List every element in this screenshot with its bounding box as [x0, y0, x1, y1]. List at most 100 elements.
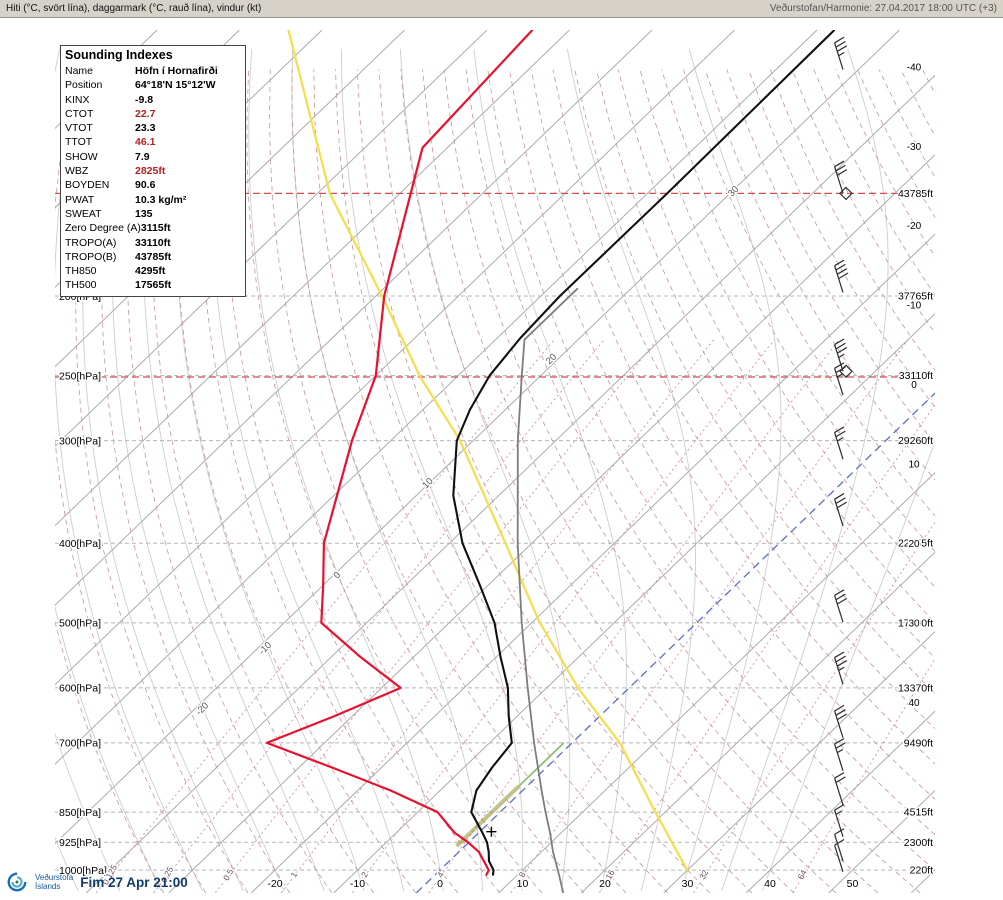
index-value: 135: [135, 207, 153, 220]
header-bar: Hiti (°C, svört lína), daggarmark (°C, r…: [0, 0, 1003, 18]
mixing-ratio-label: 1: [288, 870, 299, 879]
header-legend-label: Hiti (°C, svört lína), daggarmark (°C, r…: [6, 3, 262, 14]
index-label: Zero Degree (A): [65, 222, 141, 235]
index-label: PWAT: [65, 193, 95, 206]
temperature-axis-label: 30: [682, 878, 694, 890]
pressure-label: 300[hPa]: [59, 435, 101, 447]
altitude-label: 17790ft: [898, 617, 933, 629]
index-value: 3115ft: [140, 222, 171, 235]
moist-adiabats: [55, 48, 935, 892]
index-label: TH500: [65, 279, 97, 292]
index-row: TROPO(A) 33110ft: [65, 236, 241, 250]
isotherm-right-label: 0: [911, 380, 917, 391]
index-value: 90.6: [135, 179, 156, 192]
index-value: 22.7: [135, 107, 156, 120]
pressure-label: 400[hPa]: [59, 538, 101, 550]
isotherm-right-label: -10: [907, 301, 922, 312]
index-value: 7.9: [135, 150, 150, 163]
pressure-label: 250[hPa]: [59, 370, 101, 382]
isotherm-right-label: 30: [908, 619, 920, 630]
index-label: KINX: [65, 93, 90, 106]
plot-lines: [55, 30, 935, 893]
isotherm-right-label: -20: [907, 221, 922, 232]
moist-adiabat-label: -10: [257, 640, 274, 657]
index-row: VTOT 23.3: [65, 121, 241, 135]
pressure-label: 925[hPa]: [59, 837, 101, 849]
index-label: VTOT: [65, 122, 93, 135]
index-label: BOYDEN: [65, 179, 110, 192]
isotherm-right-label: 20: [908, 539, 920, 550]
freezing-band-thin: [518, 742, 565, 787]
temperature-axis-label: 40: [764, 878, 776, 890]
freezing-band-thick: [455, 784, 521, 848]
index-value: 2825ft: [135, 165, 166, 178]
axis-labels: 200[hPa]250[hPa]300[hPa]400[hPa]500[hPa]…: [58, 61, 935, 892]
index-value: 17565ft: [135, 279, 172, 292]
index-label: WBZ: [65, 165, 89, 178]
standard-atmosphere-line: [516, 287, 579, 893]
header-model-run-label: Veðurstofan/Harmonie: 27.04.2017 18:00 U…: [769, 3, 997, 14]
pressure-label: 700[hPa]: [59, 738, 101, 750]
index-row: WBZ 2825ft: [65, 164, 241, 178]
temperature-axis-label: 0: [437, 878, 443, 890]
temperature-line: [452, 30, 835, 876]
altitude-label: 4515ft: [904, 807, 933, 819]
wind-barbs: [834, 36, 853, 873]
index-row: PWAT 10.3 kg/m²: [65, 193, 241, 207]
index-row: Name Höfn í Hornafirði: [65, 64, 241, 78]
index-label: SHOW: [65, 150, 98, 163]
altitude-label: 2300ft: [904, 837, 933, 849]
reference-yellow-line: [287, 30, 689, 872]
logo-text-line1: Veðurstofa: [35, 873, 74, 882]
index-value: 43785ft: [135, 250, 172, 263]
index-label: SWEAT: [65, 207, 102, 220]
footer: Veðurstofa Íslands Fim 27 Apr 21:00: [6, 871, 188, 893]
dewpoint-line: [265, 30, 533, 876]
altitude-label: 13370ft: [898, 682, 933, 694]
vedurstofa-logo-icon: [7, 872, 27, 892]
tropopause-diamond-icon: [839, 186, 853, 201]
isotherm-right-label: 10: [908, 460, 920, 471]
pressure-label: 500[hPa]: [59, 618, 101, 630]
isotherm-right-label: -30: [907, 142, 922, 153]
index-value: 4295ft: [135, 265, 166, 278]
index-row: BOYDEN 90.6: [65, 178, 241, 192]
valid-datetime: Fim 27 Apr 21:00: [80, 874, 188, 890]
index-row: TROPO(B) 43785ft: [65, 250, 241, 264]
index-value: -9.8: [135, 93, 154, 106]
temperature-axis-label: 20: [599, 878, 611, 890]
index-value: 33110ft: [135, 236, 171, 249]
index-label: Position: [65, 79, 103, 92]
index-row: Position 64°18'N 15°12'W: [65, 78, 241, 92]
index-label: TROPO(A): [65, 236, 117, 249]
logo-text: Veðurstofa Íslands: [35, 873, 73, 891]
altitude-label: 29260ft: [898, 435, 933, 447]
sounding-indexes-title: Sounding Indexes: [65, 48, 173, 62]
temperature-axis-label: 50: [847, 878, 859, 890]
moist-adiabat-label: 30: [726, 184, 741, 199]
index-row: TH500 17565ft: [65, 278, 241, 292]
index-row: Zero Degree (A) 3115ft: [65, 221, 241, 235]
index-row: SHOW 7.9: [65, 150, 241, 164]
index-label: Name: [65, 65, 94, 77]
index-value: 23.3: [135, 122, 156, 135]
index-row: TTOT 46.1: [65, 135, 241, 149]
sounding-indexes-panel: Sounding Indexes Name Höfn í Hornafirði Po…: [60, 45, 246, 297]
altitude-label: 22955ft: [898, 538, 933, 550]
pressure-label: 850[hPa]: [59, 807, 101, 819]
altitude-label: 220ft: [910, 865, 933, 877]
index-label: TH850: [65, 265, 97, 278]
altitude-label: 37765ft: [898, 291, 933, 303]
index-row: CTOT 22.7: [65, 107, 241, 121]
index-row: TH850 4295ft: [65, 264, 241, 278]
temperature-axis-label: -10: [350, 878, 365, 890]
index-value: 64°18'N 15°12'W: [135, 79, 216, 92]
isotherm-right-label: -40: [907, 62, 922, 73]
temperature-axis-label: -20: [267, 878, 282, 890]
parcel-marker: [486, 826, 497, 837]
index-value: 10.3 kg/m²: [135, 193, 187, 206]
pressure-label: 600[hPa]: [59, 683, 101, 695]
